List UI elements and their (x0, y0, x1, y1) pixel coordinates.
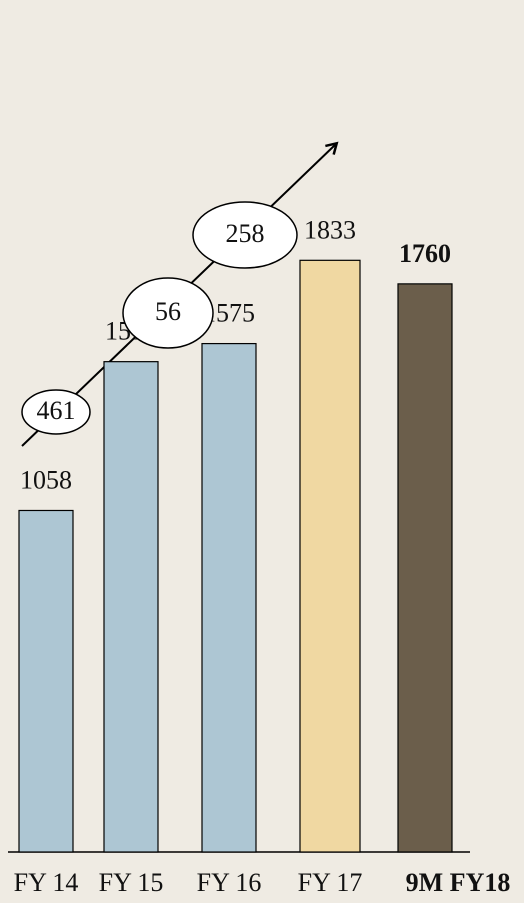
x-tick-label: 9M FY18 (406, 868, 511, 897)
increment-label: 258 (226, 219, 265, 248)
bar (201, 342, 257, 853)
x-tick-label: FY 15 (99, 868, 164, 897)
bar (18, 509, 74, 853)
increment-bubble (21, 389, 91, 435)
value-label: 1833 (304, 215, 356, 244)
value-label: 1058 (20, 465, 72, 494)
bar (397, 283, 453, 853)
increment-label: 461 (37, 396, 76, 425)
increment-bubble (192, 201, 298, 269)
x-tick-label: FY 16 (197, 868, 262, 897)
x-tick-label: FY 17 (298, 868, 363, 897)
increment-label: 56 (155, 297, 181, 326)
x-tick-label: FY 14 (14, 868, 79, 897)
bar (103, 361, 159, 853)
value-label: 1760 (399, 239, 451, 268)
increment-bubble (122, 277, 214, 349)
bar (299, 259, 361, 853)
